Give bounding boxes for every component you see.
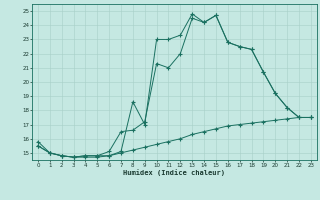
X-axis label: Humidex (Indice chaleur): Humidex (Indice chaleur) <box>124 169 225 176</box>
